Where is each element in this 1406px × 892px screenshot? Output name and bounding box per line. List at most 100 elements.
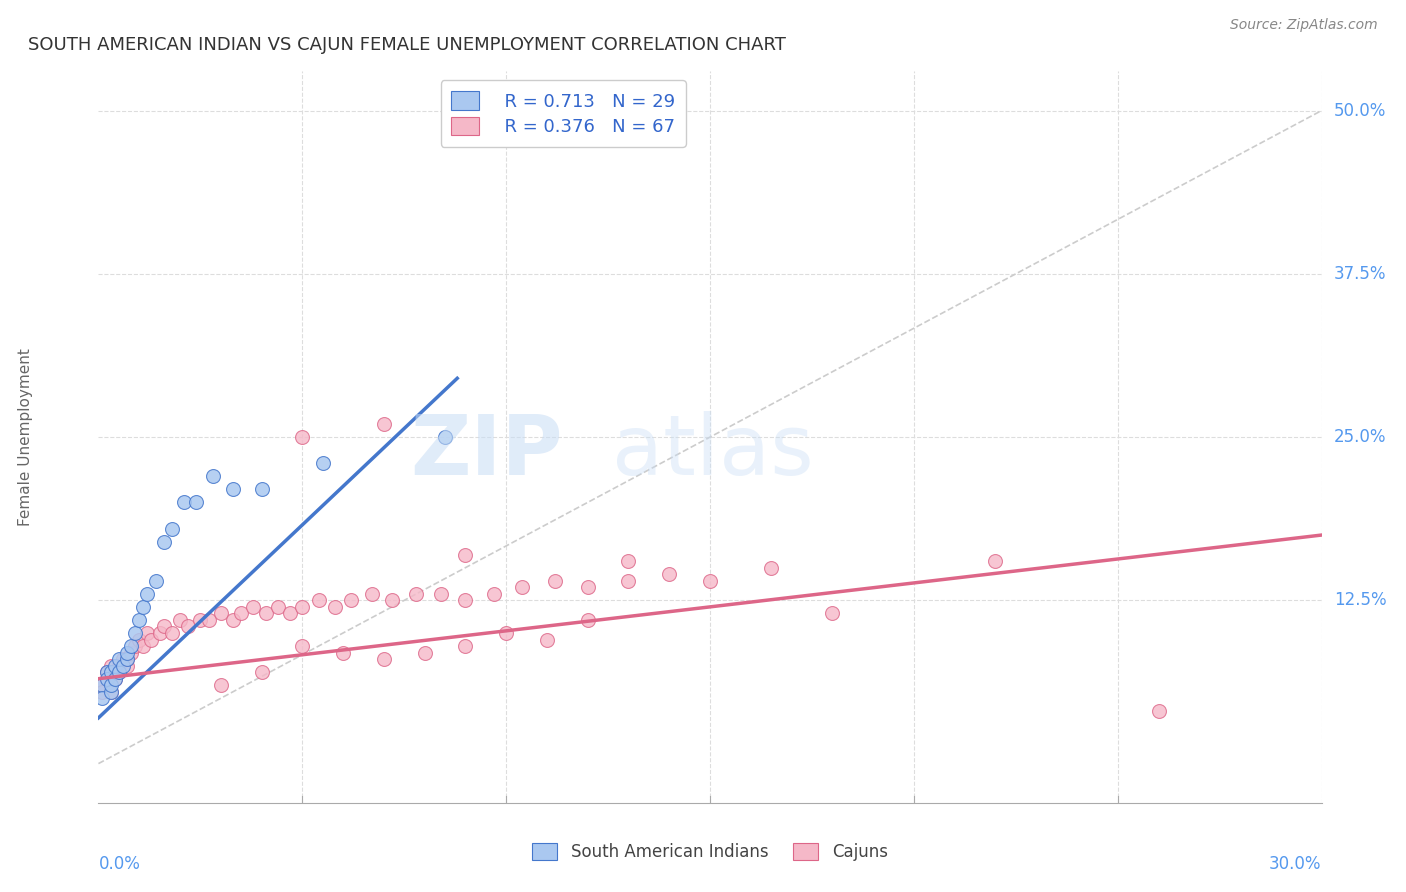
Point [115, 646, 138, 660]
Point [96, 665, 118, 680]
Point [209, 678, 232, 692]
Point [267, 599, 290, 614]
Point [308, 593, 330, 607]
Point [699, 574, 721, 588]
Point [231, 607, 253, 621]
Point [291, 599, 314, 614]
Point [100, 685, 122, 699]
Point [209, 607, 232, 621]
Point [177, 619, 200, 633]
Point [821, 607, 844, 621]
Point [242, 599, 264, 614]
Point [96, 665, 118, 680]
Point [222, 483, 245, 497]
Point [250, 665, 273, 680]
Point [332, 646, 354, 660]
Point [108, 665, 131, 680]
Point [160, 521, 183, 535]
Legend: South American Indians, Cajuns: South American Indians, Cajuns [526, 836, 894, 868]
Point [100, 665, 122, 680]
Point [136, 587, 159, 601]
Point [197, 613, 219, 627]
Point [104, 665, 127, 680]
Point [160, 626, 183, 640]
Point [104, 672, 127, 686]
Point [128, 613, 150, 627]
Text: 0.0%: 0.0% [98, 855, 141, 873]
Point [381, 593, 404, 607]
Point [512, 580, 534, 594]
Point [91, 678, 114, 692]
Point [454, 639, 477, 653]
Point [152, 619, 174, 633]
Point [658, 567, 681, 582]
Point [312, 456, 335, 470]
Text: atlas: atlas [612, 411, 814, 492]
Text: ZIP: ZIP [411, 411, 564, 492]
Point [201, 469, 224, 483]
Point [1147, 705, 1170, 719]
Point [495, 626, 517, 640]
Point [132, 599, 155, 614]
Point [115, 658, 138, 673]
Point [169, 613, 191, 627]
Point [254, 607, 277, 621]
Point [145, 574, 167, 588]
Point [111, 658, 134, 673]
Point [250, 483, 273, 497]
Text: 50.0%: 50.0% [1334, 102, 1386, 120]
Point [100, 678, 122, 692]
Text: Female Unemployment: Female Unemployment [17, 348, 32, 526]
Point [124, 626, 146, 640]
Point [454, 593, 477, 607]
Text: 37.5%: 37.5% [1334, 265, 1386, 283]
Point [173, 495, 195, 509]
Point [544, 574, 567, 588]
Point [104, 672, 127, 686]
Point [152, 534, 174, 549]
Point [373, 417, 395, 431]
Point [115, 652, 138, 666]
Point [96, 672, 118, 686]
Text: SOUTH AMERICAN INDIAN VS CAJUN FEMALE UNEMPLOYMENT CORRELATION CHART: SOUTH AMERICAN INDIAN VS CAJUN FEMALE UN… [28, 36, 786, 54]
Point [278, 607, 301, 621]
Point [91, 691, 114, 706]
Point [115, 652, 138, 666]
Point [91, 678, 114, 692]
Point [149, 626, 172, 640]
Point [100, 685, 122, 699]
Point [323, 599, 346, 614]
Point [761, 560, 783, 574]
Point [576, 613, 599, 627]
Text: 12.5%: 12.5% [1334, 591, 1386, 609]
Point [91, 685, 114, 699]
Point [132, 639, 155, 653]
Point [108, 658, 131, 673]
Point [104, 658, 127, 673]
Point [108, 665, 131, 680]
Point [291, 430, 314, 444]
Point [430, 587, 453, 601]
Point [340, 593, 363, 607]
Point [576, 580, 599, 594]
Point [188, 613, 212, 627]
Point [617, 554, 640, 568]
Point [108, 652, 131, 666]
Point [434, 430, 457, 444]
Point [120, 639, 142, 653]
Point [124, 639, 146, 653]
Point [128, 632, 150, 647]
Point [405, 587, 427, 601]
Point [617, 574, 640, 588]
Point [120, 646, 142, 660]
Point [136, 626, 159, 640]
Point [100, 658, 122, 673]
Text: Source: ZipAtlas.com: Source: ZipAtlas.com [1230, 18, 1378, 32]
Text: 30.0%: 30.0% [1270, 855, 1322, 873]
Point [454, 548, 477, 562]
Point [984, 554, 1007, 568]
Point [111, 652, 134, 666]
Point [413, 646, 436, 660]
Text: 25.0%: 25.0% [1334, 428, 1386, 446]
Point [373, 652, 395, 666]
